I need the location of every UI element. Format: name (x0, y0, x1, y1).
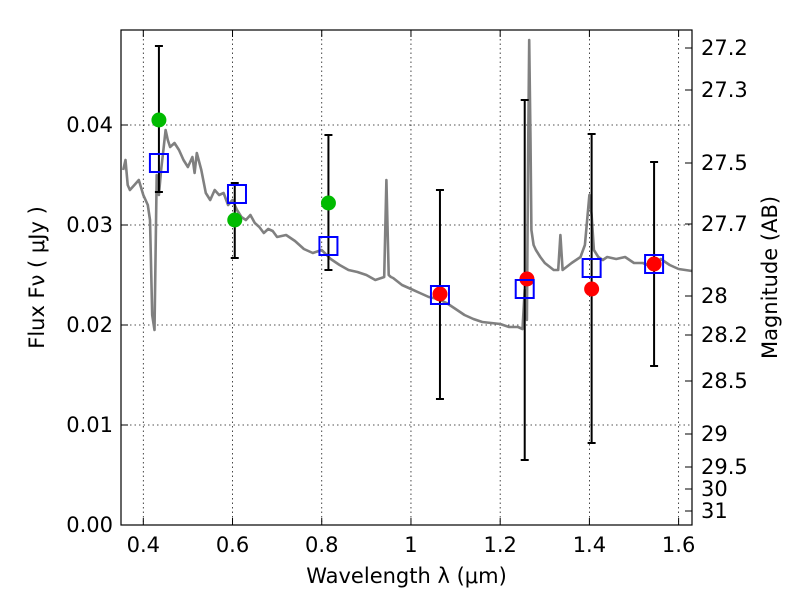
magnitude-tick-label: 30 (701, 477, 728, 501)
grid (121, 30, 692, 525)
x-axis-label: Wavelength λ (μm) (306, 564, 507, 588)
magnitude-tick-label: 27.2 (701, 36, 748, 60)
x-tick-label: 1.6 (662, 533, 695, 557)
data-points (148, 112, 665, 305)
red-circle-point (432, 286, 448, 302)
x-tick-label: 0.6 (216, 533, 249, 557)
magnitude-tick-label: 29 (701, 422, 728, 446)
y-tick-label: 0.02 (66, 313, 113, 337)
blue-square-point (429, 285, 450, 305)
y-tick-label: 0.03 (66, 213, 113, 237)
y-tick-label: 0.00 (66, 513, 113, 537)
x-tick-label: 0.8 (305, 533, 338, 557)
green-circle-point (227, 212, 243, 228)
plot-frame (120, 29, 693, 526)
x-tick-label: 1.2 (483, 533, 516, 557)
y-tick-label: 0.01 (66, 413, 113, 437)
spectrum-line (121, 38, 693, 332)
magnitude-tick-label: 31 (701, 499, 728, 523)
blue-square-point (514, 279, 535, 299)
blue-square-point (318, 236, 339, 256)
green-circle-point (320, 195, 336, 211)
y-axis-label: Flux Fν ( μJy ) (25, 206, 49, 349)
magnitude-tick-label: 28 (701, 284, 728, 308)
red-circle-point (646, 256, 662, 272)
magnitude-tick-label: 28.5 (701, 369, 748, 393)
blue-square-point (581, 258, 602, 278)
magnitude-tick-label: 27.3 (701, 78, 748, 102)
model-spectrum (121, 38, 693, 332)
x-tick-label: 0.4 (127, 533, 160, 557)
magnitude-tick-label: 27.5 (701, 151, 748, 175)
ticks: 0.4 0.6 0.8 1 1.2 1.4 1.6 0.00 0.01 0.02 0.03 0.04 2… (66, 30, 748, 557)
x-tick-label: 1.4 (573, 533, 606, 557)
magnitude-tick-label: 28.2 (701, 323, 748, 347)
green-circle-point (151, 112, 167, 128)
blue-square-point (226, 184, 247, 204)
blue-square-point (148, 153, 169, 173)
y2-axis-label: Magnitude (AB) (758, 196, 782, 359)
blue-square-point (644, 254, 665, 274)
x-tick-label: 1 (404, 533, 417, 557)
magnitude-tick-label: 29.5 (701, 455, 748, 479)
y-tick-label: 0.04 (66, 113, 113, 137)
red-circle-point (584, 281, 600, 297)
magnitude-tick-label: 27.7 (701, 212, 748, 236)
